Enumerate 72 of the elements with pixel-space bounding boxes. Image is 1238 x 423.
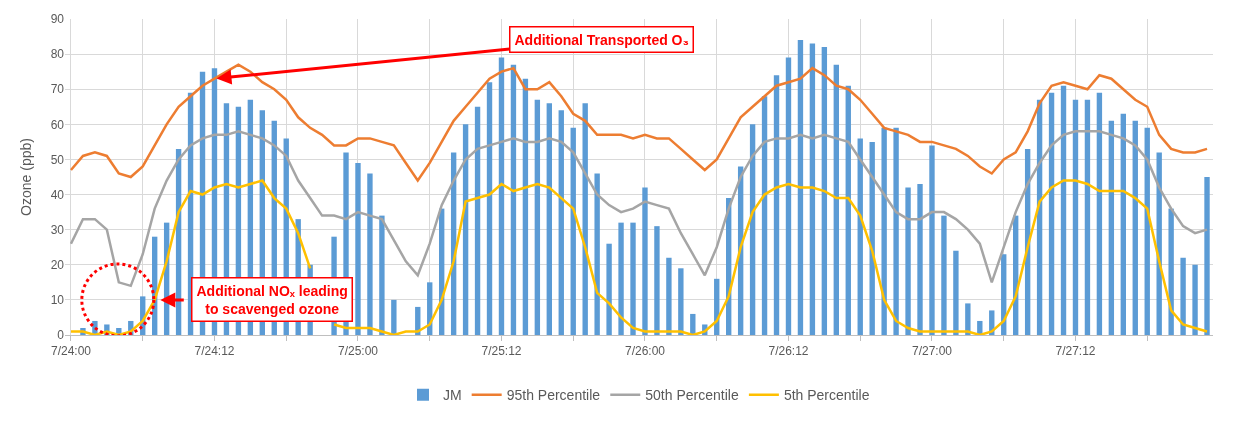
x-tick-label: 7/24:00 — [50, 344, 92, 359]
y-tick-label: 70 — [50, 82, 65, 97]
bar — [1084, 99, 1091, 335]
legend-label: JM — [443, 387, 462, 404]
bar — [1168, 208, 1174, 335]
bar — [367, 173, 373, 335]
bar — [391, 299, 397, 335]
annotation: Additional Transported O₃ — [514, 31, 689, 48]
bar — [833, 64, 839, 335]
bar — [905, 187, 911, 335]
x-tick-label: 7/26:00 — [624, 344, 666, 359]
y-tick-label: 0 — [57, 328, 65, 343]
bar — [522, 78, 529, 335]
y-tick-label: 30 — [50, 222, 65, 237]
bar — [498, 57, 505, 335]
bar — [1108, 120, 1115, 335]
bar — [773, 75, 780, 335]
bar — [642, 187, 648, 335]
bar — [965, 303, 971, 335]
bar — [654, 226, 660, 335]
bar — [690, 313, 696, 335]
bar — [355, 162, 361, 335]
bar — [486, 82, 493, 335]
bar — [630, 222, 636, 335]
y-tick-label: 90 — [50, 12, 65, 27]
bar — [797, 40, 804, 335]
bar — [1180, 257, 1186, 335]
bar — [953, 250, 959, 335]
legend-label: 50th Percentile — [645, 387, 739, 404]
y-tick-label: 10 — [50, 293, 65, 308]
bar — [606, 243, 612, 335]
bar — [666, 257, 672, 335]
bar — [1120, 113, 1126, 335]
bar — [893, 127, 899, 335]
x-tick-label: 7/25:00 — [337, 344, 379, 359]
bar — [379, 215, 385, 335]
bar — [678, 268, 684, 335]
legend-label: 95th Percentile — [506, 387, 601, 404]
y-tick-label: 60 — [50, 117, 65, 132]
x-tick-label: 7/26:12 — [768, 344, 809, 359]
legend-label: 5th Percentile — [783, 387, 870, 404]
bar — [821, 47, 828, 335]
bar — [929, 145, 935, 335]
annotation: Additional NOₓ leading to scavenged ozone — [196, 282, 348, 317]
bar — [534, 99, 541, 335]
x-tick-label: 7/27:00 — [911, 344, 953, 359]
x-tick-label: 7/27:12 — [1055, 344, 1096, 359]
y-tick-label: 20 — [50, 257, 65, 272]
bar — [558, 110, 564, 335]
line-series — [69, 63, 1209, 182]
bar — [1204, 177, 1210, 335]
bar — [474, 106, 481, 335]
y-tick-label: 80 — [50, 47, 65, 62]
x-tick-label: 7/24:12 — [194, 344, 235, 359]
bar — [1048, 92, 1055, 335]
bar — [941, 215, 947, 335]
y-tick-label: 40 — [50, 187, 65, 202]
bar — [809, 43, 816, 335]
bar — [594, 173, 600, 335]
bar — [881, 127, 887, 335]
bar — [1060, 85, 1067, 335]
bar — [785, 57, 792, 335]
x-tick-label: 7/25:12 — [481, 344, 522, 359]
bar — [1096, 92, 1103, 335]
bar — [1192, 264, 1198, 335]
bar — [1072, 99, 1079, 335]
bar — [546, 103, 552, 335]
bar — [917, 184, 923, 335]
y-axis-title: Ozone (ppb) — [18, 138, 35, 216]
bar — [1132, 120, 1138, 335]
y-tick-label: 50 — [50, 152, 65, 167]
bar — [618, 222, 624, 335]
